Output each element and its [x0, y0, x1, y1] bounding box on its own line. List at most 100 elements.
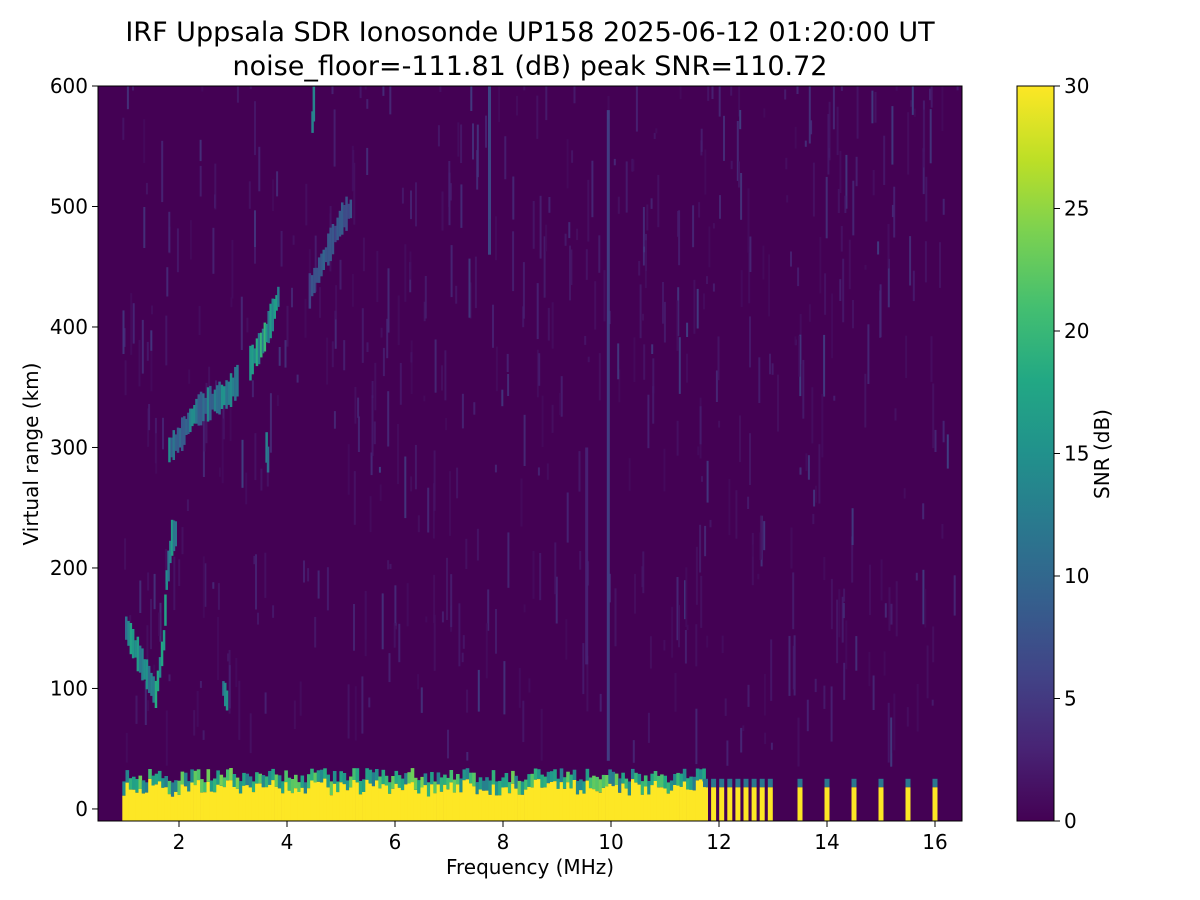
noise-cell	[450, 245, 453, 298]
noise-cell	[165, 549, 168, 585]
noise-cell	[249, 713, 252, 754]
echo-trace-cell	[315, 267, 318, 283]
ground-echo-edge	[601, 774, 606, 788]
noise-cell	[827, 114, 830, 175]
noise-cell	[807, 455, 810, 480]
ground-echo-cell	[277, 788, 282, 821]
noise-cell	[254, 210, 256, 247]
colorbar-label: SNR (dB)	[1090, 409, 1114, 499]
ground-echo-edge	[498, 780, 502, 796]
ground-echo-cell	[203, 792, 207, 821]
noise-cell	[168, 674, 171, 682]
noise-cell	[695, 708, 698, 765]
ground-echo-cell	[200, 792, 204, 821]
ground-echo-edge	[388, 782, 392, 794]
ground-echo-edge	[614, 773, 619, 785]
ground-echo-edge	[504, 773, 509, 788]
ground-echo-cell	[550, 782, 554, 821]
ground-echo-edge	[268, 771, 272, 785]
noise-cell	[796, 86, 799, 94]
echo-trace-cell	[158, 657, 162, 678]
noise-cell	[663, 640, 666, 651]
noise-cell	[537, 467, 540, 476]
noise-cell	[146, 625, 149, 668]
noise-cell	[740, 727, 743, 753]
noise-cell	[747, 684, 750, 707]
ground-echo-edge	[456, 774, 460, 785]
ground-echo-edge	[494, 781, 499, 796]
ground-echo-cell	[634, 782, 638, 821]
noise-cell	[447, 729, 449, 759]
ground-echo-cell	[640, 794, 645, 821]
noise-cell	[883, 135, 886, 185]
ground-echo-cell	[643, 786, 648, 821]
ground-echo-cell	[183, 786, 188, 821]
ground-echo-edge	[281, 781, 285, 794]
noise-cell	[909, 236, 912, 286]
noise-cell	[264, 552, 267, 598]
ground-echo-edge	[699, 769, 703, 780]
noise-cell	[808, 86, 811, 144]
ground-echo-edge	[530, 773, 535, 788]
ground-echo-edge	[232, 774, 237, 787]
noise-cell	[891, 204, 894, 218]
ground-echo-cell	[284, 782, 288, 821]
echo-trace-cell	[136, 636, 140, 672]
noise-cell	[686, 353, 688, 383]
noise-cell	[797, 267, 800, 287]
ground-echo-cell	[400, 790, 405, 821]
noise-cell	[887, 224, 890, 269]
ground-echo-cell	[433, 793, 437, 821]
x-tick-label: 4	[281, 830, 294, 854]
noise-cell	[832, 86, 835, 130]
noise-cell	[150, 330, 153, 351]
noise-cell	[196, 691, 199, 727]
ground-echo-edge	[371, 772, 376, 787]
noise-cell	[417, 674, 420, 690]
ground-echo-cell	[653, 781, 658, 821]
ground-echo-edge	[141, 780, 146, 794]
ground-echo-cell	[514, 788, 518, 821]
ground-echo-edge	[187, 781, 191, 792]
noise-cell	[671, 606, 674, 658]
ground-echo-cell	[601, 788, 606, 821]
noise-cell	[376, 250, 379, 303]
ground-echo-edge	[462, 769, 467, 781]
noise-cell	[843, 588, 846, 602]
noise-cell	[856, 86, 859, 139]
echo-trace-cell	[160, 641, 164, 667]
noise-cell	[560, 376, 563, 417]
ground-echo-cell	[559, 782, 564, 821]
ground-echo-edge	[579, 779, 583, 791]
sweep-column	[767, 787, 773, 821]
ground-echo-edge	[433, 781, 437, 794]
ground-echo-cell	[426, 796, 431, 821]
noise-cell	[786, 195, 789, 203]
noise-cell	[872, 675, 875, 710]
ground-echo-cell	[462, 780, 467, 821]
y-axis: 0 100 200 300 400 500 600	[50, 74, 98, 821]
ground-echo-cell	[443, 784, 447, 821]
ground-echo-edge	[582, 781, 586, 794]
noise-cell	[364, 86, 367, 90]
echo-trace-cell	[199, 391, 203, 426]
ground-echo-edge	[300, 775, 305, 788]
noise-cell	[382, 347, 385, 377]
noise-cell	[771, 363, 774, 375]
ground-echo-cell	[485, 790, 489, 821]
ground-echo-edge	[378, 776, 382, 789]
noise-cell	[253, 555, 256, 565]
noise-cell	[894, 408, 897, 421]
colorbar-axis: 0 5 10 15 20 25 30	[1054, 74, 1089, 833]
ground-echo-cell	[682, 781, 687, 821]
ground-echo-edge	[206, 769, 211, 782]
echo-trace-cell	[257, 333, 261, 365]
noise-cell	[168, 211, 171, 253]
ground-echo-cell	[122, 795, 126, 821]
y-tick-label: 400	[50, 315, 88, 339]
noise-cell	[523, 604, 526, 613]
echo-trace-cell	[197, 394, 200, 426]
sweep-edge	[797, 778, 803, 788]
ground-echo-cell	[170, 796, 175, 821]
ground-echo-edge	[375, 769, 379, 781]
